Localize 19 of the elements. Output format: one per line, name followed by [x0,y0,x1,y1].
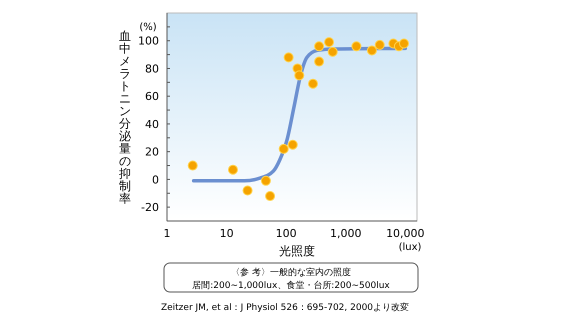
x-tick-label: 1 [164,227,170,240]
y-tick-label: 0 [152,173,159,186]
y-tick-label: -20 [141,200,159,214]
text: 居間:200~1,000lux、食堂・台所:200~500lux [192,280,390,291]
x-axis-title: 光照度 [279,244,315,258]
x-tick-label: 1,000 [330,227,362,240]
text: 血中メラトニン分泌量の抑制率 [119,28,131,206]
y-tick-label: 60 [145,90,159,104]
y-tick-label: 100 [138,34,159,48]
text: Zeitzer JM, et al：J Physiol 526：695-702, 2000より改変 [160,302,410,313]
text: (%) [139,22,157,33]
y-tick-label: 40 [145,118,159,131]
text: 〈参 考〉一般的な室内の照度 [231,267,351,278]
x-tick-label: 10 [220,227,234,240]
y-tick-label: 20 [145,146,159,159]
text: (lux) [398,242,422,253]
y-tick-label: 80 [145,62,159,76]
x-tick-label: 10,000 [386,227,425,240]
x-tick-label: 100 [276,227,297,240]
